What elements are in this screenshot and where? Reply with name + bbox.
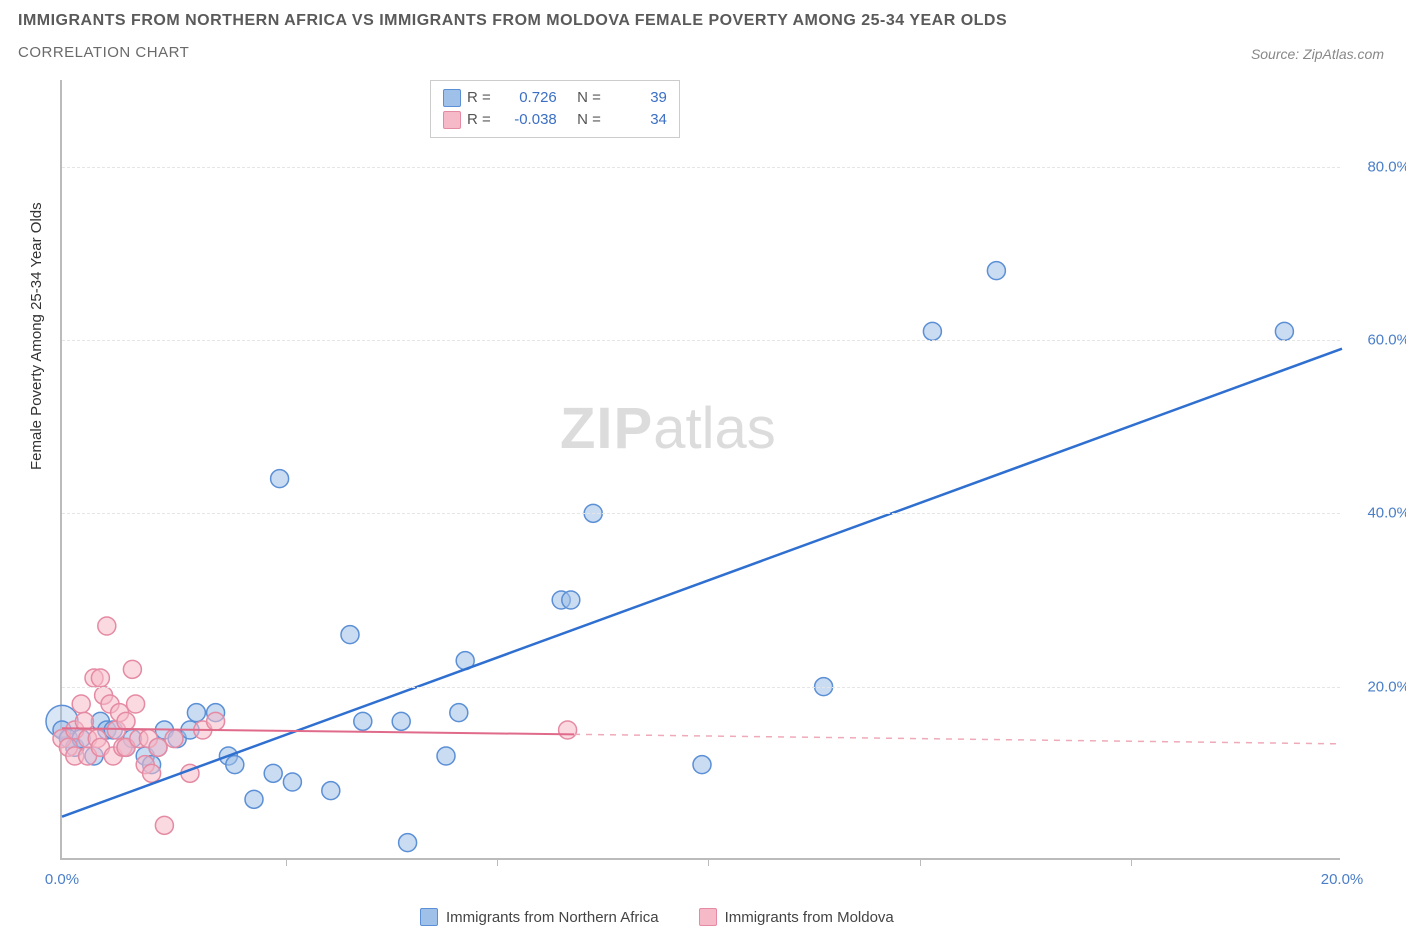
x-minor-tick: [497, 858, 498, 866]
legend-stats-row-1: R = 0.726 N = 39: [443, 87, 667, 109]
y-tick-label: 80.0%: [1345, 158, 1406, 175]
y-tick-label: 60.0%: [1345, 332, 1406, 349]
legend-label-2: Immigrants from Moldova: [725, 909, 894, 926]
chart-svg: [62, 80, 1340, 858]
legend-item-2: Immigrants from Moldova: [699, 908, 894, 926]
plot-area: 20.0%40.0%60.0%80.0%0.0%20.0%: [60, 80, 1340, 860]
legend-label-1: Immigrants from Northern Africa: [446, 909, 659, 926]
x-minor-tick: [286, 858, 287, 866]
r-label: R =: [467, 87, 491, 109]
x-minor-tick: [708, 858, 709, 866]
chart-title: IMMIGRANTS FROM NORTHERN AFRICA VS IMMIG…: [18, 12, 1007, 30]
gridline-h: [62, 687, 1340, 688]
legend-stats: R = 0.726 N = 39 R = -0.038 N = 34: [430, 80, 680, 138]
r-label: R =: [467, 109, 491, 131]
source-text: Source: ZipAtlas.com: [1251, 46, 1384, 62]
y-tick-label: 20.0%: [1345, 678, 1406, 695]
legend-series: Immigrants from Northern Africa Immigran…: [420, 908, 894, 926]
x-minor-tick: [920, 858, 921, 866]
chart-subtitle: CORRELATION CHART: [18, 44, 189, 61]
y-tick-label: 40.0%: [1345, 505, 1406, 522]
n-value-1: 39: [611, 87, 667, 109]
legend-stats-row-2: R = -0.038 N = 34: [443, 109, 667, 131]
r-value-1: 0.726: [501, 87, 557, 109]
x-tick-label: 0.0%: [45, 871, 79, 888]
legend-swatch-blue: [443, 89, 461, 107]
gridline-h: [62, 167, 1340, 168]
legend-swatch-blue: [420, 908, 438, 926]
gridline-h: [62, 513, 1340, 514]
n-label: N =: [577, 87, 601, 109]
x-tick-label: 20.0%: [1321, 871, 1364, 888]
chart-container: IMMIGRANTS FROM NORTHERN AFRICA VS IMMIG…: [0, 0, 1406, 930]
legend-swatch-pink: [699, 908, 717, 926]
legend-swatch-pink: [443, 111, 461, 129]
n-value-2: 34: [611, 109, 667, 131]
r-value-2: -0.038: [501, 109, 557, 131]
x-minor-tick: [1131, 858, 1132, 866]
y-axis-title: Female Poverty Among 25-34 Year Olds: [28, 202, 45, 470]
n-label: N =: [577, 109, 601, 131]
gridline-h: [62, 340, 1340, 341]
legend-item-1: Immigrants from Northern Africa: [420, 908, 659, 926]
